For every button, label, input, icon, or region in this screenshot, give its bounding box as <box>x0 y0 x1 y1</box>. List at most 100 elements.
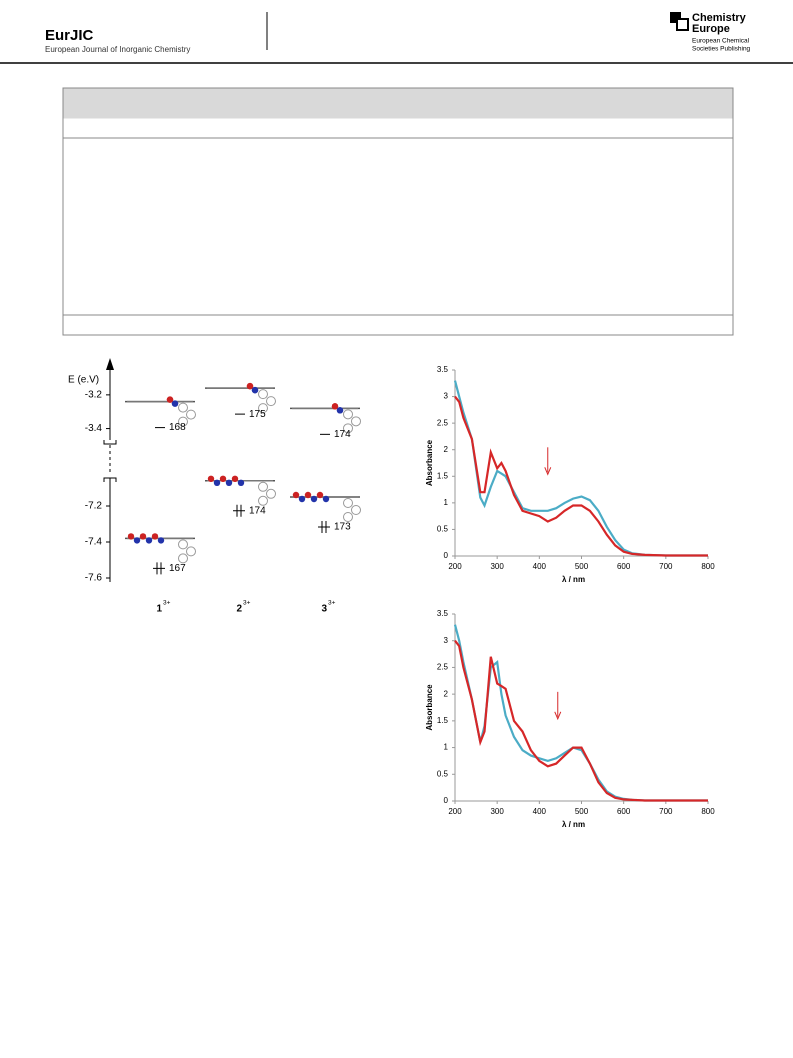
orbital-lobe <box>310 495 318 503</box>
journal-full: European Journal of Inorganic Chemistry <box>45 45 190 54</box>
orbital-lobe <box>145 537 153 544</box>
x-axis-label: λ / nm <box>562 575 585 584</box>
table-header <box>63 88 733 119</box>
compound-charge: 3+ <box>163 600 171 607</box>
orbital-lobe <box>304 491 312 499</box>
logo <box>670 12 681 23</box>
orbital-lobe <box>237 479 245 486</box>
y-tick-label: 0.5 <box>437 769 449 778</box>
molecule-ring <box>258 389 268 400</box>
y-tick-label: 1.5 <box>437 471 449 480</box>
molecule-ring <box>351 505 361 515</box>
y-tick-label: 2.5 <box>437 418 449 427</box>
x-tick-label: 800 <box>701 562 715 571</box>
y-tick-label: 1 <box>444 743 449 752</box>
orbital-label: 173 <box>334 522 351 533</box>
compound-charge: 3+ <box>328 600 336 607</box>
molecule-ring <box>178 553 188 564</box>
orbital-label: 168 <box>169 422 186 433</box>
orbital-lobe <box>316 491 324 499</box>
y-axis-label: Absorbance <box>425 684 434 731</box>
publisher-sub: European Chemical <box>692 38 750 45</box>
orbital-lobe <box>251 386 259 394</box>
molecule-ring <box>186 409 196 420</box>
x-tick-label: 800 <box>701 807 715 816</box>
y-tick-label: 1.5 <box>437 716 449 725</box>
y-tick-label: -7.4 <box>85 537 103 548</box>
logo <box>676 18 689 31</box>
molecule-ring <box>343 512 353 522</box>
y-tick-label: -3.4 <box>85 423 103 434</box>
x-tick-label: 500 <box>575 562 589 571</box>
molecule-ring <box>258 403 268 414</box>
orbital-lobe <box>231 475 239 482</box>
molecule-ring <box>178 539 188 550</box>
orbital-lobe <box>322 495 330 503</box>
y-tick-label: 0 <box>444 551 449 560</box>
orbital-lobe <box>292 491 300 499</box>
x-tick-label: 400 <box>533 807 547 816</box>
molecule-ring <box>186 546 196 557</box>
orbital-lobe <box>133 537 141 544</box>
molecule-ring <box>178 416 188 427</box>
orbital-lobe <box>171 400 179 407</box>
compound-label: 3 <box>321 604 327 615</box>
publisher: Europe <box>692 23 730 35</box>
orbital-label: 174 <box>334 429 351 440</box>
y-tick-label: 0 <box>444 796 449 805</box>
electron-pair <box>153 562 165 575</box>
x-tick-label: 200 <box>448 562 462 571</box>
orbital-label: 174 <box>249 505 266 516</box>
molecule-ring <box>343 423 353 434</box>
publisher: Chemistry <box>692 12 747 24</box>
spectrum-line <box>454 395 708 557</box>
orbital-lobe <box>246 382 254 390</box>
y-tick-label: 1 <box>444 498 449 507</box>
x-tick-label: 600 <box>617 562 631 571</box>
electron-pair <box>233 504 245 517</box>
orbital-lobe <box>139 533 147 540</box>
x-axis-label: λ / nm <box>562 820 585 829</box>
y-tick-label: 0.5 <box>437 525 449 534</box>
x-tick-label: 500 <box>575 807 589 816</box>
publisher-sub: Societies Publishing <box>692 46 751 53</box>
orbital-lobe <box>213 479 221 486</box>
y-tick-label: -7.2 <box>85 501 103 512</box>
molecule-ring <box>343 498 353 508</box>
table-box <box>62 87 734 336</box>
arrow-head <box>544 467 552 476</box>
x-tick-label: 300 <box>490 807 504 816</box>
axis-break <box>103 440 117 482</box>
y-tick-label: 2 <box>444 689 449 698</box>
spectrum-line <box>453 380 708 557</box>
molecule-ring <box>258 495 268 506</box>
orbital-lobe <box>166 396 174 403</box>
arrow-head <box>554 711 562 721</box>
x-tick-label: 400 <box>533 562 547 571</box>
molecule-ring <box>258 481 268 492</box>
x-tick-label: 700 <box>659 807 673 816</box>
orbital-lobe <box>151 533 159 540</box>
orbital-lobe <box>225 479 233 486</box>
orbital-lobe <box>331 403 339 410</box>
x-tick-label: 200 <box>448 807 462 816</box>
journal-name: EurJIC <box>45 27 94 44</box>
y-tick-label: 3.5 <box>437 609 449 618</box>
compound-label: 1 <box>156 604 162 615</box>
orbital-lobe <box>298 495 306 503</box>
y-tick-label: 3 <box>444 636 449 645</box>
y-axis-label: Absorbance <box>425 439 434 486</box>
orbital-lobe <box>127 533 135 540</box>
orbital-label: 167 <box>169 563 186 574</box>
orbital-lobe <box>207 475 215 482</box>
x-tick-label: 600 <box>617 807 631 816</box>
electron-pair <box>318 521 330 533</box>
orbital-label: 175 <box>249 409 266 420</box>
molecule-ring <box>343 409 353 420</box>
y-tick-label: -3.2 <box>85 389 103 400</box>
x-tick-label: 700 <box>659 562 673 571</box>
orbital-lobe <box>336 407 344 414</box>
compound-label: 2 <box>236 604 242 615</box>
